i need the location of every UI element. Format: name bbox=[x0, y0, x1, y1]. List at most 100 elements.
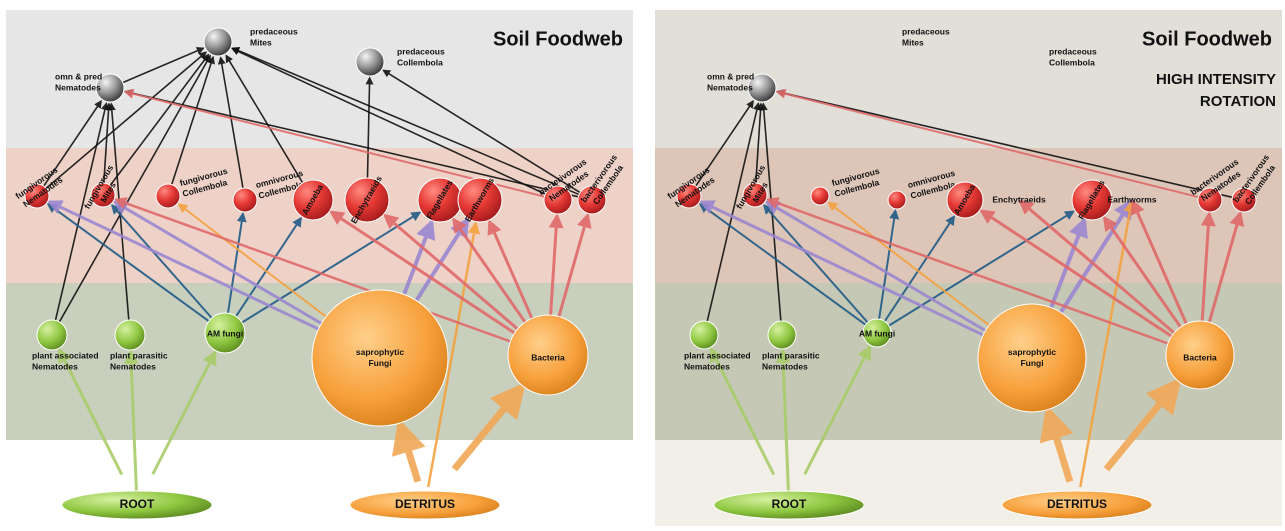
organism-node bbox=[862, 318, 892, 348]
organism-node bbox=[543, 185, 573, 215]
node-label-line: DETRITUS bbox=[395, 497, 455, 511]
organism-node bbox=[311, 289, 449, 427]
node-label-line: Nematodes bbox=[762, 361, 808, 371]
food-link bbox=[382, 213, 519, 331]
food-link bbox=[225, 54, 304, 184]
organism-node bbox=[232, 187, 258, 213]
food-link bbox=[695, 99, 754, 187]
food-link bbox=[426, 221, 481, 488]
food-link bbox=[709, 346, 776, 476]
food-link bbox=[43, 99, 102, 187]
organism-node bbox=[355, 47, 385, 77]
source-node bbox=[61, 490, 213, 520]
food-link bbox=[548, 212, 564, 316]
food-link bbox=[46, 203, 210, 323]
node-label-line: Nematodes bbox=[32, 361, 78, 371]
food-link bbox=[775, 88, 1199, 199]
organism-node bbox=[577, 185, 607, 215]
node-label: Earthworms bbox=[1107, 194, 1156, 204]
node-label-line: omn & pred bbox=[707, 71, 754, 81]
node-label-line: plant associated bbox=[684, 350, 751, 360]
organism-node bbox=[810, 186, 830, 206]
food-link bbox=[122, 47, 205, 84]
node-label-line: saprophytic bbox=[356, 347, 404, 357]
food-link bbox=[58, 347, 124, 476]
node-label-line: plant parasitic bbox=[762, 350, 820, 360]
food-link bbox=[803, 344, 872, 475]
organism-node bbox=[507, 314, 589, 396]
food-link bbox=[1049, 216, 1088, 309]
food-link bbox=[124, 89, 579, 198]
food-link bbox=[58, 54, 211, 323]
food-link bbox=[1207, 210, 1245, 323]
food-link bbox=[226, 211, 247, 314]
food-link bbox=[231, 47, 580, 196]
organism-node bbox=[204, 312, 246, 354]
food-link bbox=[698, 200, 984, 337]
node-label-line: ROOT bbox=[120, 497, 155, 511]
node-label-line: predaceous bbox=[902, 26, 950, 36]
food-link bbox=[46, 200, 320, 331]
food-link bbox=[365, 76, 374, 179]
organism-node bbox=[457, 177, 503, 223]
food-link bbox=[382, 69, 581, 194]
food-link bbox=[45, 51, 208, 189]
node-label-line: plant associated bbox=[32, 350, 99, 360]
source-node bbox=[1001, 490, 1153, 520]
organism-node bbox=[24, 183, 50, 209]
food-link bbox=[883, 215, 956, 322]
food-link bbox=[170, 55, 215, 185]
node-label-line: ROOT bbox=[772, 497, 807, 511]
organism-node bbox=[747, 73, 777, 103]
panel-subtitle: ROTATION bbox=[1200, 93, 1276, 110]
node-label-line: Mites bbox=[250, 37, 272, 47]
organism-node bbox=[1197, 187, 1223, 213]
food-link bbox=[775, 347, 791, 492]
organism-node bbox=[977, 303, 1087, 413]
organism-node bbox=[90, 182, 116, 208]
food-link bbox=[402, 218, 436, 296]
node-label-line: plant parasitic bbox=[110, 350, 168, 360]
food-link bbox=[557, 212, 592, 317]
panel-subtitle: HIGH INTENSITY bbox=[1156, 71, 1276, 88]
food-link bbox=[113, 197, 511, 343]
food-link bbox=[112, 200, 323, 325]
node-label-line: saprophytic bbox=[1008, 347, 1056, 357]
organism-node bbox=[946, 181, 984, 219]
organism-node bbox=[292, 179, 334, 221]
node-label: ROOT bbox=[772, 497, 807, 511]
food-link bbox=[391, 418, 426, 483]
food-link bbox=[235, 216, 302, 317]
organism-node bbox=[1165, 320, 1235, 390]
node-label-line: Mites bbox=[902, 37, 924, 47]
node-label-line: AM fungi bbox=[859, 328, 895, 338]
node-label-line: Nematodes bbox=[707, 82, 753, 92]
food-link bbox=[231, 47, 546, 195]
organism-node bbox=[95, 73, 125, 103]
food-link bbox=[328, 210, 516, 335]
organism-node bbox=[155, 183, 181, 209]
node-label: DETRITUS bbox=[395, 497, 455, 511]
node-label-line: Fungi bbox=[1020, 358, 1043, 368]
node-label: ROOT bbox=[120, 497, 155, 511]
organism-node bbox=[689, 320, 719, 350]
food-link bbox=[217, 56, 244, 189]
organism-node bbox=[767, 320, 797, 350]
food-link bbox=[888, 210, 1075, 327]
food-link bbox=[1130, 199, 1188, 325]
source-node bbox=[349, 490, 501, 520]
food-link bbox=[110, 203, 213, 319]
food-link bbox=[754, 102, 765, 184]
organism-node bbox=[887, 190, 907, 210]
node-label-line: predaceous bbox=[250, 26, 298, 36]
node-label-line: Earthworms bbox=[1107, 194, 1156, 204]
food-link bbox=[1018, 199, 1176, 335]
food-link bbox=[452, 217, 527, 324]
organism-node bbox=[344, 177, 390, 223]
